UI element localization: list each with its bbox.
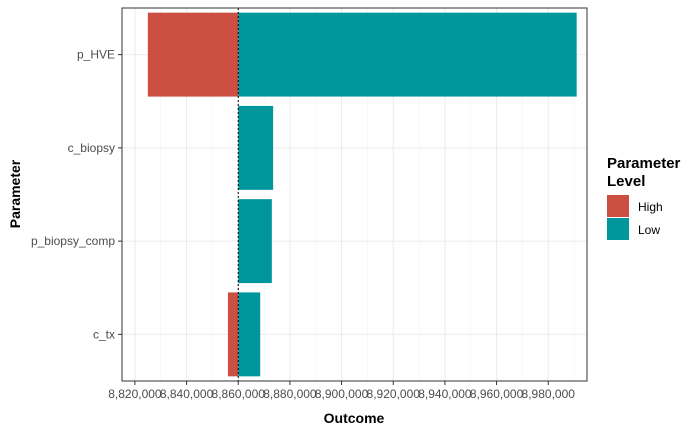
x-tick-label: 8,840,000	[160, 387, 214, 401]
x-tick-label: 8,960,000	[470, 387, 524, 401]
x-tick-label: 8,860,000	[212, 387, 266, 401]
bar-high-c-tx	[227, 292, 239, 377]
y-tick-label: p_biopsy_comp	[31, 234, 115, 248]
y-tick-label: p_HVE	[77, 48, 115, 62]
bar-low-p-hve	[238, 12, 577, 97]
x-tick-label: 8,900,000	[315, 387, 369, 401]
panel-border	[121, 7, 588, 382]
x-tick-label: 8,980,000	[522, 387, 576, 401]
bars	[147, 12, 577, 377]
legend-swatch-high	[607, 195, 629, 217]
bar-low-c-biopsy	[238, 105, 274, 190]
bar-low-c-tx	[238, 292, 261, 377]
x-tick-label: 8,920,000	[367, 387, 421, 401]
y-axis-title: Parameter	[7, 159, 23, 228]
legend: Parameter Level High Low	[607, 155, 681, 240]
x-tick-label: 8,880,000	[263, 387, 317, 401]
legend-title-line-2: Level	[607, 173, 645, 190]
legend-label-high: High	[638, 200, 663, 214]
bar-high-p-hve	[147, 12, 239, 97]
x-axis: 8,820,0008,840,0008,860,0008,880,0008,90…	[108, 381, 575, 401]
y-axis: p_HVE c_biopsy p_biopsy_comp c_tx	[31, 48, 122, 341]
legend-label-low: Low	[638, 223, 660, 237]
bar-low-p-biopsy-comp	[238, 199, 272, 284]
legend-title-line-1: Parameter	[607, 155, 681, 172]
x-axis-title: Outcome	[324, 410, 385, 426]
legend-swatch-low	[607, 218, 629, 240]
x-tick-label: 8,940,000	[418, 387, 472, 401]
x-tick-label: 8,820,000	[108, 387, 162, 401]
y-tick-label: c_tx	[93, 327, 115, 341]
y-tick-label: c_biopsy	[68, 141, 115, 155]
